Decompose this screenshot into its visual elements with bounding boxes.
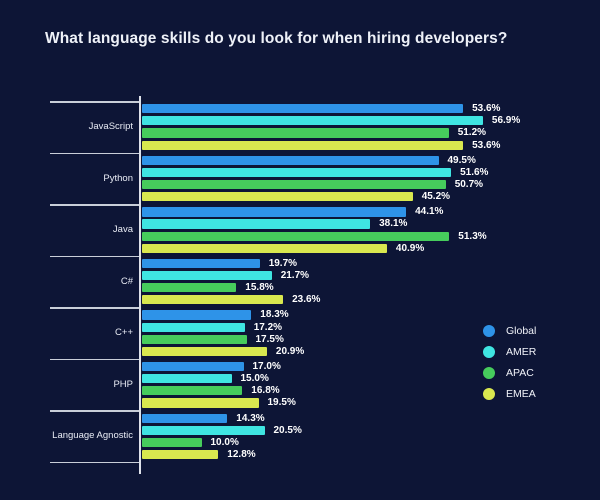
bar-apac-python <box>141 179 446 190</box>
category-separator-line <box>50 152 139 155</box>
bar-value-label: 51.2% <box>457 127 487 139</box>
bar-value-label: 15.0% <box>240 373 269 385</box>
legend-label-emea: EMEA <box>506 388 536 400</box>
legend-dot-global <box>483 325 495 337</box>
category-label-c-: C++ <box>115 327 133 339</box>
bar-value-label: 51.6% <box>460 166 489 178</box>
bar-value-label: 44.1% <box>415 206 444 218</box>
bar-value-label: 53.6% <box>472 139 501 151</box>
bar-apac-c- <box>141 283 237 293</box>
bar-value-label: 21.7% <box>280 270 310 281</box>
bar-global-c- <box>141 258 260 269</box>
category-label-c-: C# <box>120 275 133 287</box>
bar-value-label: 40.9% <box>395 242 425 254</box>
bar-global-python <box>141 155 439 165</box>
bar-amer-python <box>141 167 452 178</box>
chart-title: What language skills do you look for whe… <box>45 30 508 47</box>
category-separator-line <box>50 101 139 103</box>
bar-amer-c- <box>141 271 272 281</box>
bar-value-label: 50.7% <box>454 178 484 190</box>
category-separator-line <box>50 461 139 464</box>
legend-item-emea: EMEA <box>483 388 536 400</box>
bar-value-label: 45.2% <box>421 191 451 203</box>
bar-value-label: 15.8% <box>245 282 274 294</box>
category-separator-line <box>50 255 139 258</box>
legend-dot-apac <box>483 367 495 379</box>
legend: Global AMER APAC EMEA <box>483 325 536 409</box>
bar-apac-language-agnostic <box>141 437 202 447</box>
category-separator-line <box>50 358 139 361</box>
bar-apac-c- <box>141 334 247 344</box>
bar-value-label: 14.3% <box>236 412 265 424</box>
category-separator-line <box>50 410 139 412</box>
bar-global-javascript <box>141 104 464 114</box>
bar-value-label: 23.6% <box>292 294 321 306</box>
bar-amer-java <box>141 219 371 229</box>
bar-amer-javascript <box>141 116 483 126</box>
bar-value-label: 12.8% <box>227 448 256 460</box>
bar-value-label: 49.5% <box>447 154 476 166</box>
category-label-python: Python <box>103 172 133 184</box>
bar-emea-c- <box>141 295 284 305</box>
legend-label-amer: AMER <box>506 346 537 358</box>
category-label-java: Java <box>112 224 133 236</box>
category-label-language-agnostic: Language Agnostic <box>52 430 133 442</box>
bar-emea-javascript <box>141 140 464 150</box>
bar-value-label: 51.3% <box>458 230 487 242</box>
bar-value-label: 17.5% <box>255 333 284 345</box>
bar-global-java <box>141 207 407 217</box>
bar-value-label: 20.5% <box>273 424 302 436</box>
legend-dot-amer <box>483 346 495 358</box>
bar-value-label: 56.9% <box>491 115 521 127</box>
bar-value-label: 16.8% <box>251 385 280 397</box>
category-label-php: PHP <box>113 378 133 390</box>
bar-emea-php <box>141 398 259 408</box>
legend-item-global: Global <box>483 325 536 337</box>
bar-apac-javascript <box>141 128 449 138</box>
legend-label-apac: APAC <box>506 367 534 379</box>
bar-emea-java <box>141 243 387 253</box>
bar-value-label: 19.5% <box>267 397 296 409</box>
bar-value-label: 20.9% <box>275 345 305 357</box>
category-separator-line <box>50 204 139 206</box>
bar-global-c- <box>141 310 252 320</box>
bar-global-language-agnostic <box>141 413 228 423</box>
bar-apac-php <box>141 386 243 396</box>
bar-value-label: 38.1% <box>379 218 408 230</box>
bar-value-label: 17.0% <box>252 361 281 373</box>
category-label-javascript: JavaScript <box>88 121 133 132</box>
y-axis-line <box>139 96 141 474</box>
bar-value-label: 19.7% <box>268 257 298 269</box>
bar-emea-python <box>141 192 413 202</box>
bar-amer-php <box>141 374 232 384</box>
bar-value-label: 18.3% <box>260 309 289 321</box>
legend-dot-emea <box>483 388 495 400</box>
legend-label-global: Global <box>506 325 537 337</box>
bar-value-label: 17.2% <box>253 321 283 333</box>
bar-apac-java <box>141 231 450 241</box>
bar-value-label: 53.6% <box>472 103 501 115</box>
legend-item-amer: AMER <box>483 346 536 358</box>
bar-global-php <box>141 362 244 372</box>
bar-emea-c- <box>141 346 267 356</box>
bar-value-label: 10.0% <box>210 436 239 448</box>
bar-emea-language-agnostic <box>141 449 219 460</box>
bar-amer-language-agnostic <box>141 425 265 435</box>
category-separator-line <box>50 307 139 309</box>
legend-item-apac: APAC <box>483 367 536 379</box>
bar-amer-c- <box>141 322 245 332</box>
